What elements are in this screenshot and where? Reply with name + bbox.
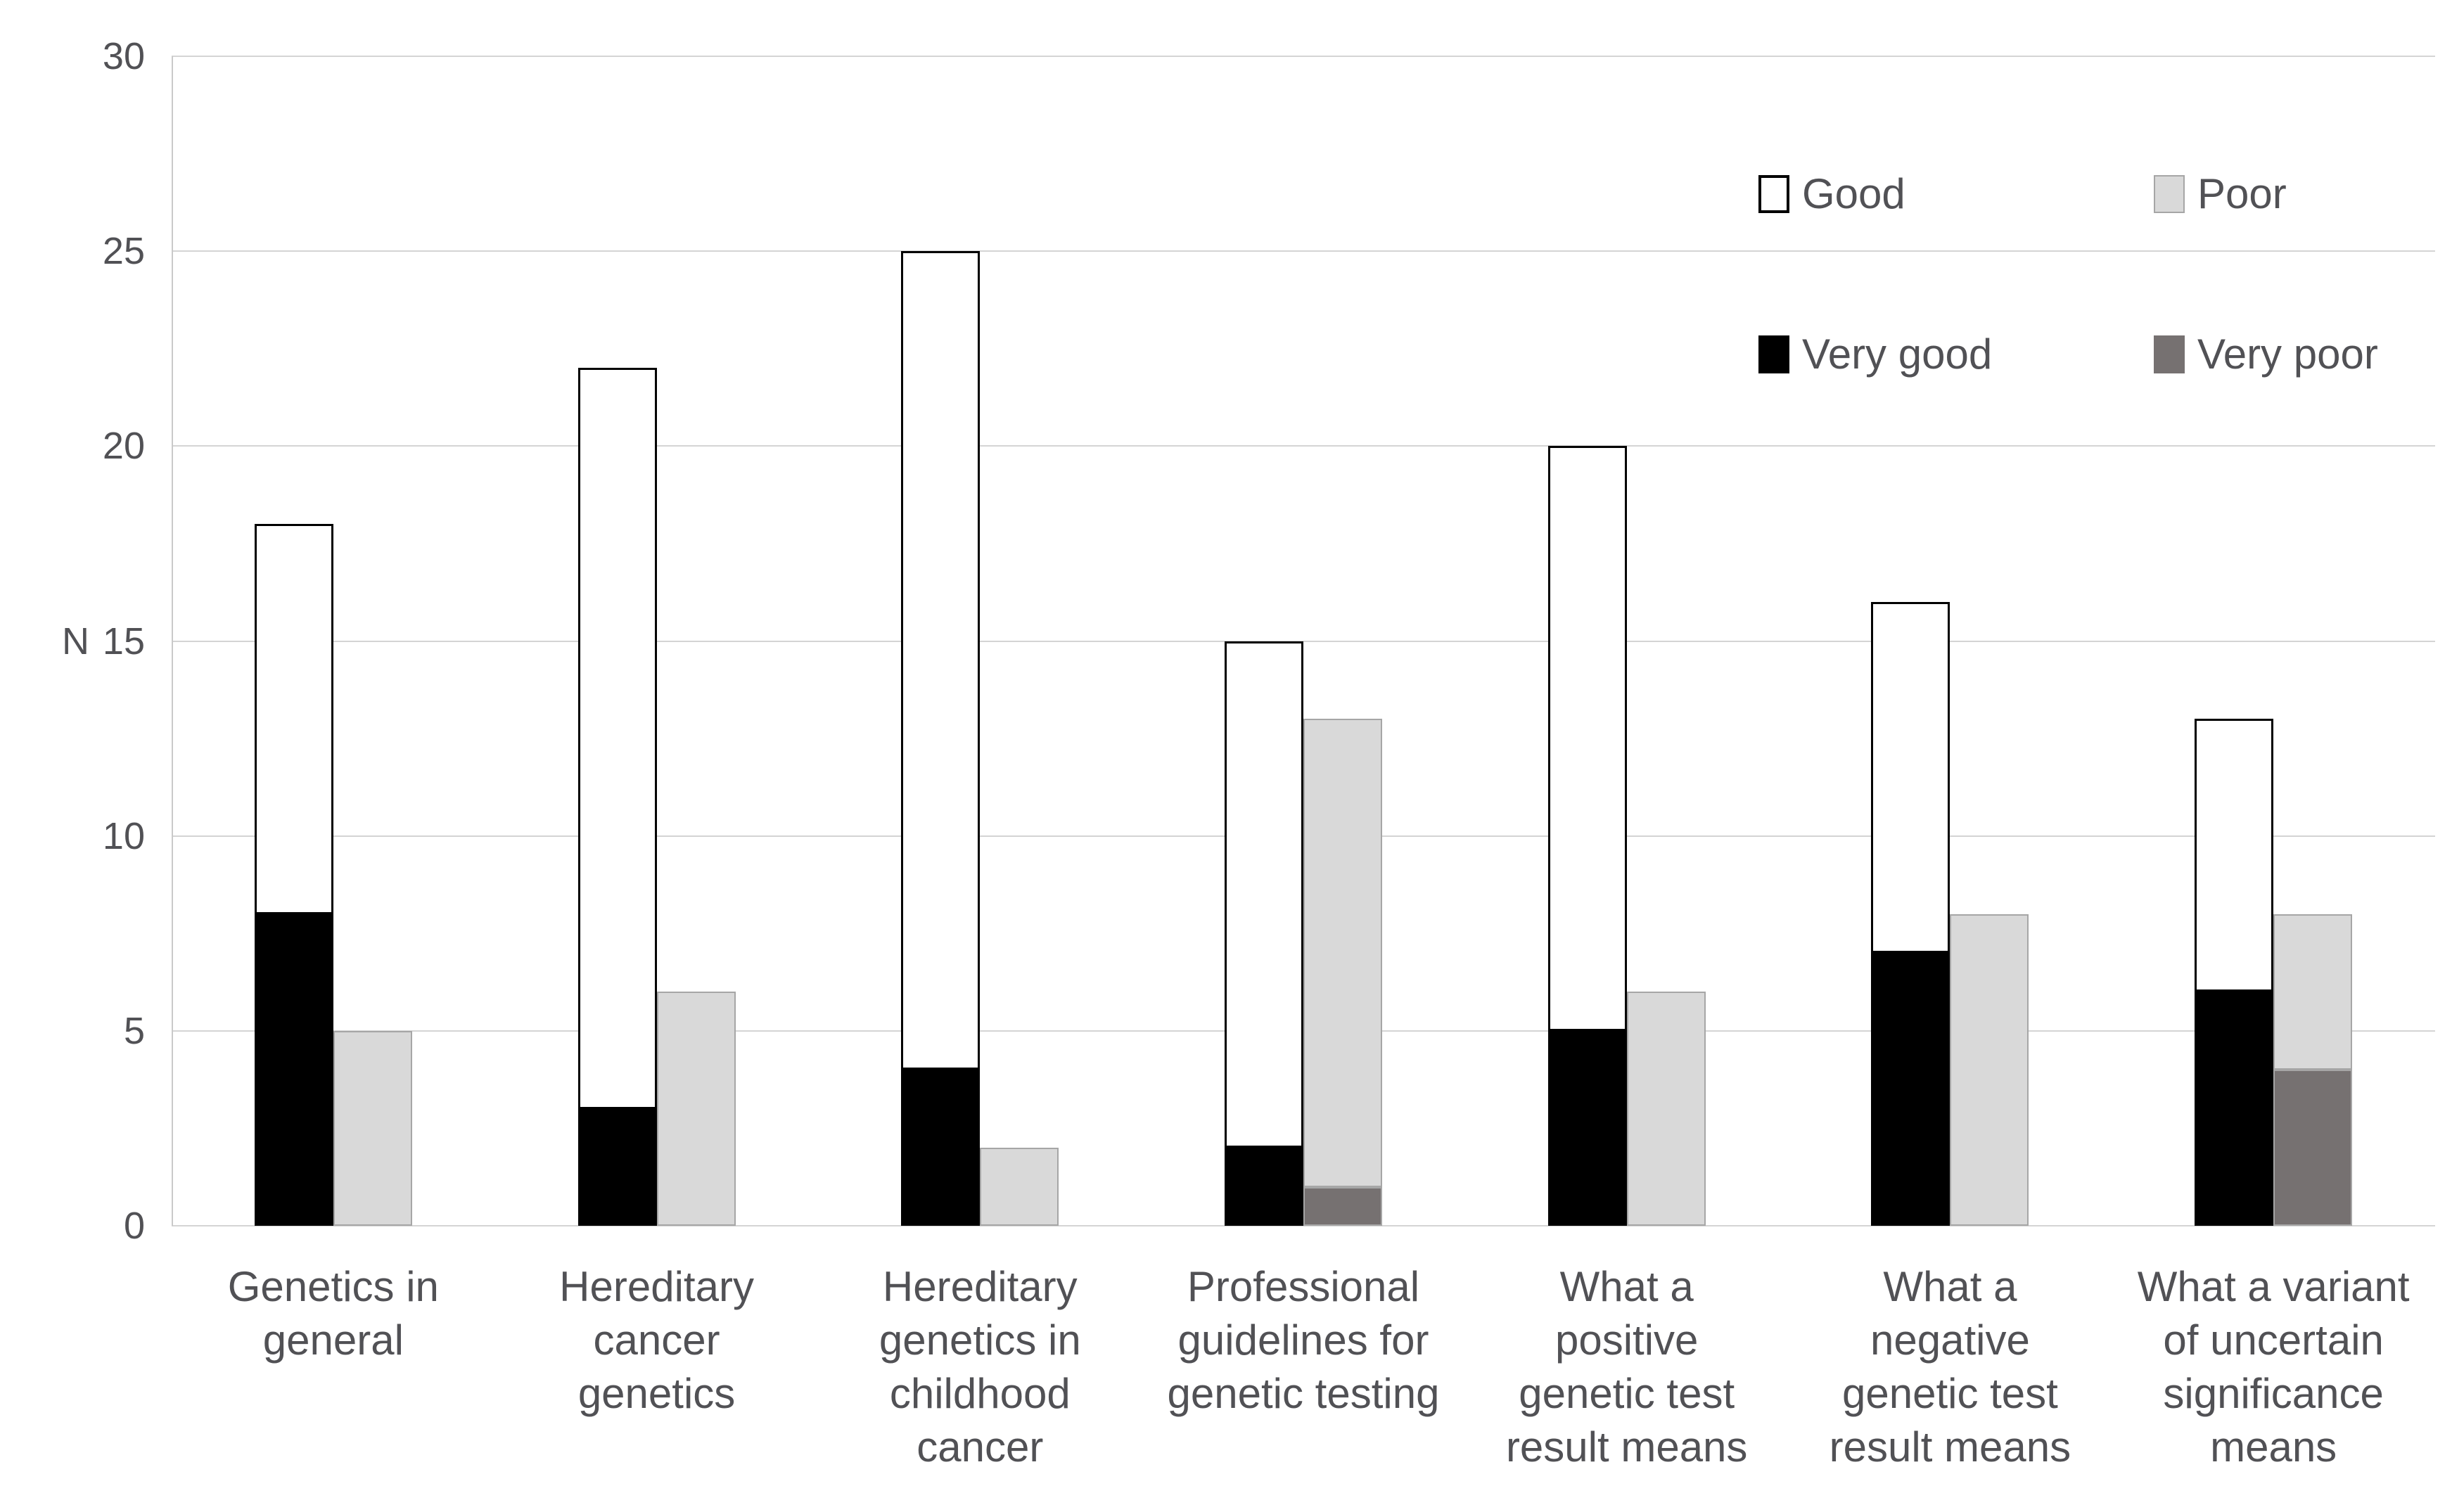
x-category-label-line: genetics bbox=[577, 1370, 736, 1417]
bar-segment-good-cat1 bbox=[254, 524, 333, 914]
bar-segment-poor-cat6 bbox=[1950, 914, 2029, 1226]
legend-label-poor: Poor bbox=[2197, 170, 2287, 217]
bar-segment-very-good-cat1 bbox=[254, 914, 333, 1226]
y-tick-label-15: 15 bbox=[102, 620, 145, 662]
x-category-label-line: Hereditary bbox=[559, 1263, 754, 1310]
legend-label-very-poor: Very poor bbox=[2197, 331, 2378, 378]
bar-segment-good-cat2 bbox=[577, 368, 657, 1109]
x-category-label-line: cancer bbox=[593, 1316, 720, 1364]
x-category-label-line: result means bbox=[1829, 1423, 2071, 1471]
legend-marker-good-icon bbox=[1758, 175, 1789, 213]
x-category-label-line: Professional bbox=[1187, 1263, 1420, 1310]
legend-item-very-good: Very good bbox=[1758, 332, 1992, 377]
y-tick-label-25: 25 bbox=[102, 230, 145, 273]
x-category-label-line: What a bbox=[1559, 1263, 1694, 1310]
x-category-label-line: significance bbox=[2163, 1370, 2384, 1417]
x-category-label-7: What a variant of uncertain significance me… bbox=[2108, 1260, 2439, 1474]
bar-segment-poor-cat1 bbox=[333, 1030, 412, 1226]
bar-segment-very-good-cat4 bbox=[1225, 1148, 1303, 1226]
gridline-y-25 bbox=[172, 250, 2435, 252]
y-tick-label-10: 10 bbox=[102, 814, 145, 857]
x-category-label-line: genetic testing bbox=[1167, 1370, 1440, 1417]
legend-marker-very-good-icon bbox=[1758, 335, 1789, 373]
bar-segment-poor-cat4 bbox=[1303, 719, 1382, 1187]
x-category-label-5: What a positive genetic test result means bbox=[1462, 1260, 1792, 1474]
bar-segment-poor-cat2 bbox=[656, 992, 736, 1226]
x-category-label-line: genetics in bbox=[879, 1316, 1081, 1364]
y-axis-title: N bbox=[62, 620, 89, 662]
x-category-label-2: Hereditary cancer genetics bbox=[492, 1260, 822, 1421]
bar-segment-very-good-cat5 bbox=[1547, 1030, 1627, 1226]
x-category-label-line: Hereditary bbox=[882, 1263, 1078, 1310]
legend-item-poor: Poor bbox=[2154, 172, 2287, 217]
x-category-label-line: genetic test bbox=[1841, 1370, 2058, 1417]
x-category-label-line: What a variant bbox=[2137, 1263, 2410, 1310]
bar-segment-very-poor-cat7 bbox=[2273, 1070, 2353, 1226]
x-category-label-1: Genetics in general bbox=[168, 1260, 499, 1367]
legend-label-good: Good bbox=[1802, 170, 1905, 217]
x-category-label-line: guidelines for bbox=[1177, 1316, 1429, 1364]
gridline-y-0 bbox=[172, 1225, 2435, 1226]
x-category-label-line: negative bbox=[1870, 1316, 2030, 1364]
y-axis-line bbox=[172, 56, 173, 1226]
legend-marker-poor-icon bbox=[2154, 175, 2185, 213]
bar-segment-very-good-cat6 bbox=[1871, 952, 1950, 1226]
bar-segment-good-cat3 bbox=[901, 251, 981, 1070]
plot-area bbox=[172, 56, 2435, 1226]
x-category-label-line: result means bbox=[1505, 1423, 1748, 1471]
bar-segment-poor-cat3 bbox=[980, 1148, 1059, 1226]
x-category-label-line: of uncertain bbox=[2163, 1316, 2384, 1364]
x-category-label-line: Genetics in bbox=[227, 1263, 439, 1310]
x-category-label-line: childhood bbox=[889, 1370, 1071, 1417]
x-category-label-line: general bbox=[262, 1316, 404, 1364]
legend-label-very-good: Very good bbox=[1802, 331, 1993, 378]
bar-segment-poor-cat7 bbox=[2273, 914, 2353, 1070]
x-category-label-line: genetic test bbox=[1519, 1370, 1735, 1417]
x-category-label-line: positive bbox=[1554, 1316, 1699, 1364]
bar-segment-very-good-cat7 bbox=[2195, 992, 2274, 1226]
x-category-label-line: What a bbox=[1883, 1263, 2017, 1310]
gridline-y-20 bbox=[172, 445, 2435, 447]
bar-segment-poor-cat5 bbox=[1626, 992, 1706, 1226]
x-category-label-line: cancer bbox=[917, 1423, 1044, 1471]
bar-segment-good-cat6 bbox=[1871, 602, 1950, 953]
x-category-label-3: Hereditary genetics in childhood cancer bbox=[815, 1260, 1145, 1474]
legend-marker-very-poor-icon bbox=[2154, 335, 2185, 373]
bar-segment-very-good-cat2 bbox=[577, 1108, 657, 1226]
x-category-label-4: Professional guidelines for genetic testin… bbox=[1138, 1260, 1469, 1421]
y-tick-label-5: 5 bbox=[123, 1009, 145, 1052]
x-category-label-line: means bbox=[2210, 1423, 2337, 1471]
legend-item-very-poor: Very poor bbox=[2154, 332, 2378, 377]
bar-segment-good-cat4 bbox=[1225, 641, 1303, 1148]
y-tick-label-0: 0 bbox=[123, 1205, 145, 1247]
bar-segment-good-cat7 bbox=[2195, 719, 2274, 992]
bar-segment-very-good-cat3 bbox=[901, 1070, 981, 1226]
y-tick-label-30: 30 bbox=[102, 35, 145, 77]
x-category-label-6: What a negative genetic test result means bbox=[1784, 1260, 2115, 1474]
gridline-y-30 bbox=[172, 56, 2435, 57]
bar-segment-very-poor-cat4 bbox=[1303, 1186, 1382, 1226]
legend-item-good: Good bbox=[1758, 172, 1905, 217]
bar-segment-good-cat5 bbox=[1547, 446, 1627, 1031]
y-tick-label-20: 20 bbox=[102, 425, 145, 468]
gridline-y-15 bbox=[172, 640, 2435, 642]
